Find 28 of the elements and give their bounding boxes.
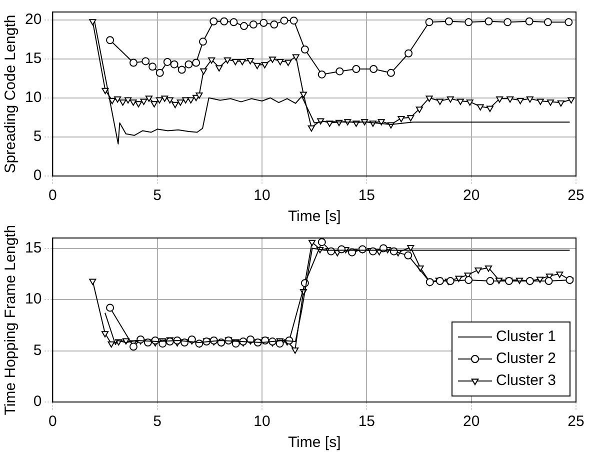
x-tick-label: 25	[568, 187, 584, 204]
y-tick-label: 0	[33, 393, 42, 410]
y-tick-label: 15	[24, 50, 42, 67]
y-tick-label: 5	[33, 128, 42, 146]
x-tick-label: 15	[358, 187, 376, 204]
y-tick-label: 5	[33, 342, 42, 359]
x-tick-label: 5	[153, 413, 162, 430]
x-tick-label: 10	[254, 187, 270, 204]
x-tick-label: 10	[254, 413, 270, 430]
y-tick-label: 10	[24, 290, 42, 308]
x-tick-label: 5	[153, 187, 162, 204]
x-axis-title: Time [s]	[288, 434, 341, 452]
y-tick-label: 20	[24, 10, 42, 28]
y-tick-label: 15	[24, 239, 42, 256]
x-tick-label: 20	[462, 413, 480, 430]
legend-label: Cluster 2	[496, 350, 556, 368]
legend-label: Cluster 1	[496, 328, 556, 346]
legend-label: Cluster 3	[496, 372, 556, 390]
y-axis-title: Time Hopping Frame Length	[2, 224, 20, 416]
y-tick-label: 0	[33, 167, 42, 184]
x-tick-label: 0	[48, 413, 57, 430]
x-tick-label: 15	[358, 413, 376, 430]
x-tick-label: 25	[568, 413, 584, 430]
y-axis-title: Spreading Code Length	[2, 14, 20, 174]
y-tick-label: 10	[24, 89, 42, 106]
x-tick-label: 0	[48, 187, 57, 204]
x-axis-title: Time [s]	[288, 208, 341, 226]
x-tick-label: 20	[462, 187, 480, 204]
